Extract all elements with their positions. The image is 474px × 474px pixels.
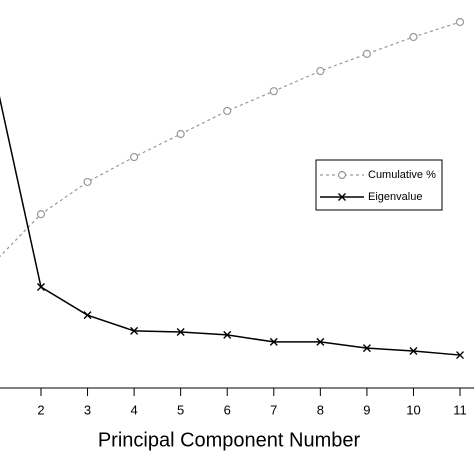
x-tick-label: 2 [37, 402, 44, 417]
series-line [0, 96, 461, 356]
point [456, 351, 465, 360]
x-tick-label: 6 [224, 402, 231, 417]
legend-label: Eigenvalue [368, 191, 422, 203]
point [409, 347, 418, 356]
point [83, 177, 92, 187]
point [36, 210, 46, 219]
point [223, 106, 232, 116]
plot-area [0, 17, 465, 360]
point [176, 328, 185, 336]
legend [315, 159, 443, 211]
point [36, 282, 45, 291]
point [129, 152, 139, 162]
point [176, 129, 185, 139]
x-tick-label: 8 [317, 402, 324, 417]
point [223, 330, 232, 339]
legend-label: Cumulative % [368, 169, 436, 181]
x-tick-label: 9 [363, 402, 370, 417]
x-tick-label: 3 [84, 402, 91, 417]
point [316, 337, 325, 346]
point [409, 32, 418, 42]
x-tick-label: 11 [453, 402, 467, 417]
x-tick-label: 5 [177, 402, 184, 417]
x-tick-label: 7 [270, 402, 277, 417]
point [362, 49, 372, 58]
point [269, 337, 278, 346]
x-tick-label: 10 [406, 402, 420, 417]
point [455, 17, 465, 27]
series-line [0, 21, 461, 258]
x-tick-label: 4 [130, 402, 137, 417]
point [362, 344, 371, 353]
point [316, 66, 325, 76]
legend-marker [338, 193, 346, 201]
legend-marker [337, 170, 347, 180]
point [269, 87, 278, 96]
point [83, 311, 92, 320]
point [130, 326, 139, 335]
x-axis-label: Principal Component Number [98, 429, 361, 451]
